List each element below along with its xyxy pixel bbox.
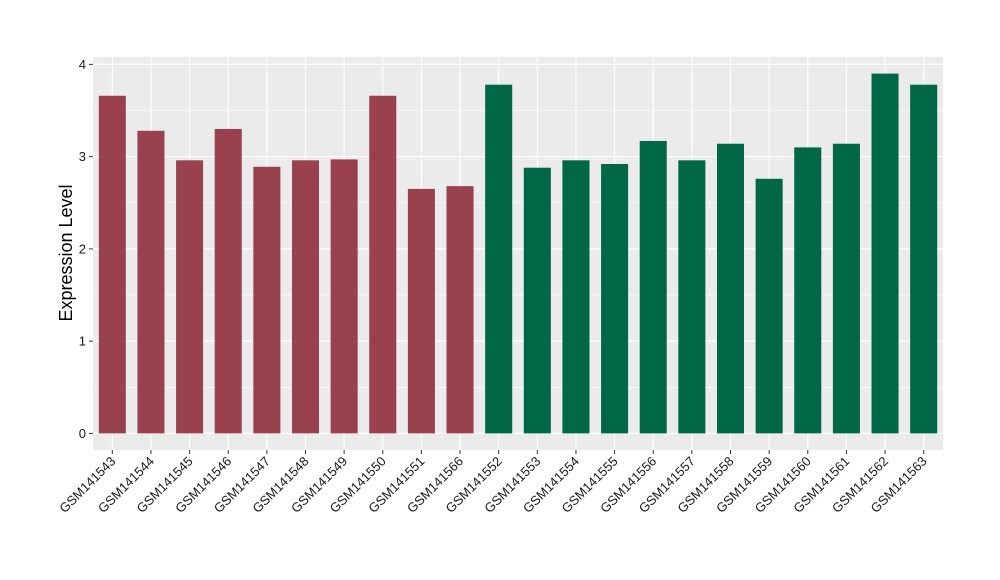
- bar-GSM141554: [562, 160, 590, 434]
- bar-GSM141553: [523, 167, 551, 434]
- bar-GSM141561: [832, 143, 860, 434]
- y-tick-label: 3: [79, 149, 86, 164]
- bar-GSM141566: [446, 186, 474, 434]
- y-tick-label: 4: [79, 57, 86, 72]
- bar-GSM141551: [407, 188, 435, 434]
- bar-GSM141547: [253, 166, 281, 434]
- bar-GSM141543: [98, 95, 126, 434]
- bar-GSM141563: [910, 84, 938, 434]
- bars: [98, 73, 938, 434]
- y-axis: 0 1 2 3 4: [79, 57, 93, 441]
- y-tick-label: 2: [79, 241, 86, 256]
- bar-GSM141558: [716, 143, 745, 434]
- bar-GSM141544: [137, 130, 165, 434]
- bar-GSM141546: [214, 128, 242, 434]
- bar-GSM141557: [678, 160, 706, 434]
- bar-GSM141548: [291, 160, 320, 434]
- bar-GSM141549: [330, 159, 358, 434]
- bar-GSM141550: [369, 95, 397, 434]
- bar-GSM141552: [485, 84, 513, 434]
- bar-GSM141555: [601, 164, 629, 434]
- bar-GSM141560: [794, 147, 822, 434]
- bar-GSM141562: [871, 73, 899, 434]
- bar-GSM141559: [755, 178, 783, 434]
- bar-GSM141556: [639, 140, 667, 434]
- bar-GSM141545: [176, 160, 204, 434]
- y-tick-label: 0: [79, 426, 86, 441]
- y-axis-title: Expression Level: [56, 184, 76, 321]
- x-axis: GSM141543GSM141544GSM141545GSM141546GSM1…: [56, 450, 930, 516]
- y-tick-label: 1: [79, 334, 86, 349]
